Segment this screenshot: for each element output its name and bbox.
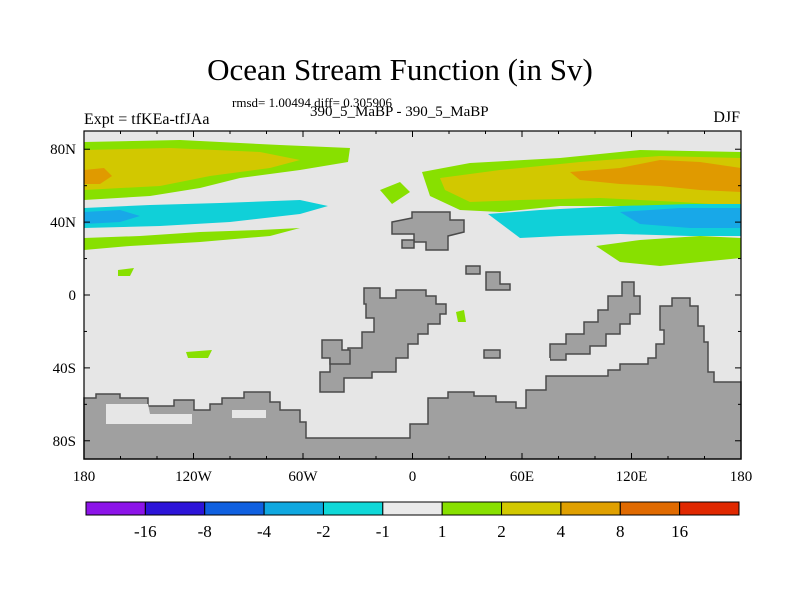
landmass-north [391, 211, 465, 251]
colorbar-swatch [322, 501, 384, 516]
negative-band-west [84, 200, 328, 228]
positive-band-north-west-high [84, 168, 112, 184]
ocean-inlet-4 [540, 358, 550, 364]
landmass-small-left [321, 339, 351, 365]
stats-line: rmsd= 1.00494 diff= 0.305906 [232, 95, 392, 110]
experiment-label: Expt = tfKEa-tfJAa [84, 111, 210, 128]
period-label: 390_5_MaBP - 390_5_MaBP [310, 104, 489, 120]
landmass-islet-1 [401, 239, 415, 249]
colorbar-swatch [679, 501, 740, 516]
colorbar-swatch [619, 501, 681, 516]
lat-tick-label: 0 [69, 288, 77, 304]
colorbar-swatch [560, 501, 621, 516]
lat-tick-label: 80S [53, 434, 76, 450]
positive-patch-atlantic [380, 182, 410, 204]
colorbar: -16 -8 -4 -2 -1 1 2 4 8 16 [85, 501, 740, 541]
lon-tick-label: 60E [510, 469, 534, 485]
longitude-axis: 180 120W 60W 0 60E 120E 180 [73, 131, 753, 485]
lat-tick-label: 40S [53, 361, 76, 377]
colorbar-label: 4 [557, 522, 566, 541]
colorbar-swatch [501, 501, 562, 516]
colorbar-label: 16 [671, 522, 688, 541]
latitude-axis: 80N 40N 0 40S 80S [50, 142, 741, 450]
negative-band-east-strong [620, 208, 741, 228]
lon-tick-label: 180 [73, 469, 96, 485]
positive-band-north-west-mid [84, 148, 300, 190]
landmass-islet-3 [485, 271, 511, 291]
ocean-inlet [106, 404, 192, 424]
lat-tick-label: 80N [50, 142, 76, 158]
colorbar-label: -8 [198, 522, 212, 541]
positive-band-north-east-high [570, 160, 741, 192]
ocean-inlet-2 [232, 410, 266, 418]
colorbar-label: 8 [616, 522, 625, 541]
landmass-east [83, 297, 742, 460]
lat-tick-label: 40N [50, 215, 76, 231]
landmass-small-center [483, 349, 501, 359]
plot-title: Ocean Stream Function (in Sv) [207, 52, 593, 87]
colorbar-swatch [441, 501, 503, 516]
colorbar-label: -4 [257, 522, 272, 541]
ocean-inlet-3 [318, 418, 406, 434]
colorbar-swatch [263, 501, 324, 516]
colorbar-label: 2 [497, 522, 506, 541]
negative-band-west-strong [84, 210, 140, 224]
positive-patch-pacific [118, 268, 134, 276]
landmass-islet-2 [465, 265, 481, 275]
positive-patch-south [186, 350, 212, 358]
season-label: DJF [713, 109, 740, 126]
lon-tick-label: 0 [409, 469, 417, 485]
colorbar-label: -1 [376, 522, 390, 541]
colorbar-label: -16 [134, 522, 157, 541]
colorbar-swatch [144, 501, 206, 516]
colorbar-swatch [85, 501, 146, 516]
lon-tick-label: 60W [288, 469, 318, 485]
colorbar-swatch [382, 501, 443, 516]
land-masses [83, 211, 742, 460]
positive-strip-east [596, 236, 741, 266]
lon-tick-label: 120E [616, 469, 648, 485]
colorbar-label: -2 [316, 522, 330, 541]
colorbar-label: 1 [438, 522, 447, 541]
landmass-south-america-africa [319, 287, 447, 393]
lon-tick-label: 120W [175, 469, 213, 485]
colorbar-swatch [204, 501, 265, 516]
positive-strip-west [84, 228, 300, 250]
positive-patch-africa [456, 310, 466, 322]
landmass-asia-australia [549, 281, 641, 361]
lon-tick-label: 180 [730, 469, 753, 485]
